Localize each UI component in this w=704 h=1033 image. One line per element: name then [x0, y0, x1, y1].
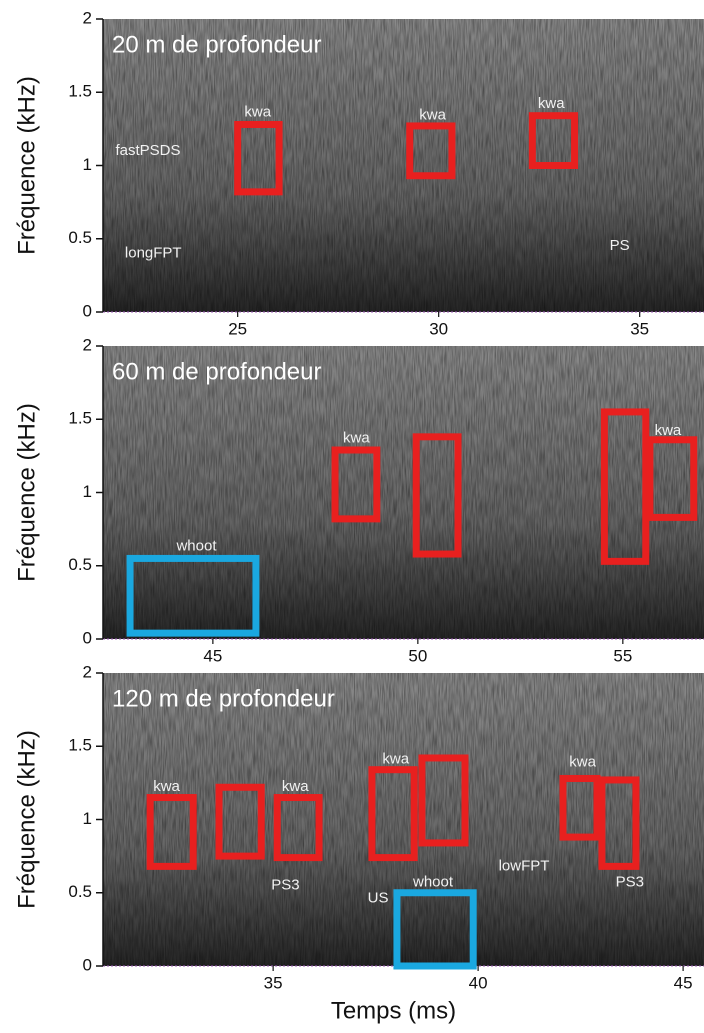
annotation-label: US — [368, 890, 389, 907]
annotation-box — [528, 112, 579, 170]
panel: 0 0.5 1 1.5 2 35 40 45 kwa kwa kwa kwa PS3 PS3 US whoot… — [13, 662, 704, 1024]
annotation-label: lowFPT — [499, 857, 550, 874]
x-tick-label: 45 — [674, 973, 693, 992]
spectrogram-noise — [103, 346, 704, 639]
annotation-box — [126, 554, 260, 637]
annotation-label: kwa — [655, 422, 682, 439]
annotation-label: kwa — [244, 104, 271, 121]
y-tick-label: 0 — [83, 955, 92, 974]
annotation-box — [646, 436, 698, 521]
annotation-box — [598, 776, 640, 870]
spectrogram-noise — [103, 19, 704, 312]
annotation-box — [418, 754, 469, 847]
annotation-box — [600, 408, 650, 565]
annotation-box — [234, 120, 283, 196]
annotation-label: kwa — [282, 778, 309, 795]
annotation-label: kwa — [419, 107, 446, 124]
y-tick-label: 0 — [83, 628, 92, 647]
y-tick-label: 1.5 — [68, 82, 92, 101]
panel: 0 0.5 1 1.5 2 45 50 55 kwa kwa whoot 60 m de profon… — [13, 335, 704, 665]
annotation-box — [146, 794, 197, 870]
y-tick-label: 1 — [83, 482, 92, 501]
annotation-label: fastPSDS — [116, 142, 181, 159]
annotation-label: PS3 — [271, 876, 299, 893]
panel-title: 20 m de profondeur — [112, 31, 321, 58]
annotation-box — [406, 122, 456, 180]
y-tick-label: 0.5 — [68, 228, 92, 247]
panel-title: 60 m de profondeur — [112, 358, 321, 385]
annotation-label: PS3 — [616, 873, 644, 890]
y-tick-label: 2 — [83, 335, 92, 354]
panel-title: 120 m de profondeur — [112, 685, 335, 712]
annotation-label: kwa — [153, 778, 180, 795]
annotation-label: kwa — [382, 750, 409, 767]
annotation-box — [368, 766, 418, 862]
annotation-label: longFPT — [125, 244, 182, 261]
y-axis-label: Fréquence (kHz) — [13, 730, 40, 909]
annotation-label: whoot — [175, 538, 217, 555]
annotation-label: kwa — [538, 95, 565, 112]
x-tick-label: 30 — [429, 319, 448, 338]
x-tick-label: 35 — [264, 973, 283, 992]
annotation-box — [412, 433, 462, 558]
y-axis-label: Fréquence (kHz) — [13, 76, 40, 255]
annotation-box — [273, 794, 323, 862]
x-tick-label: 35 — [630, 319, 649, 338]
x-tick-label: 55 — [613, 646, 632, 665]
panel: 0 0.5 1 1.5 2 25 30 35 kwa kwa kwa fastPSDS longFPT P… — [13, 8, 704, 338]
annotation-label: kwa — [343, 429, 370, 446]
y-tick-label: 1 — [83, 155, 92, 174]
annotation-label: kwa — [569, 753, 596, 770]
annotation-label: whoot — [412, 873, 454, 890]
x-tick-label: 40 — [469, 973, 488, 992]
y-tick-label: 0.5 — [68, 555, 92, 574]
annotation-label: PS — [610, 237, 630, 254]
annotation-box — [215, 783, 265, 860]
x-tick-label: 25 — [228, 319, 247, 338]
y-tick-label: 0 — [83, 301, 92, 320]
y-tick-label: 0.5 — [68, 882, 92, 901]
y-tick-label: 1.5 — [68, 409, 92, 428]
x-tick-label: 45 — [203, 646, 222, 665]
annotation-box — [393, 889, 477, 970]
y-tick-label: 1.5 — [68, 736, 92, 755]
y-tick-label: 1 — [83, 809, 92, 828]
x-axis-label: Temps (ms) — [331, 997, 456, 1024]
y-tick-label: 2 — [83, 662, 92, 681]
y-tick-label: 2 — [83, 8, 92, 27]
annotation-box — [559, 774, 601, 841]
y-axis-label: Fréquence (kHz) — [13, 403, 40, 582]
annotation-box — [331, 446, 381, 523]
x-tick-label: 50 — [408, 646, 427, 665]
